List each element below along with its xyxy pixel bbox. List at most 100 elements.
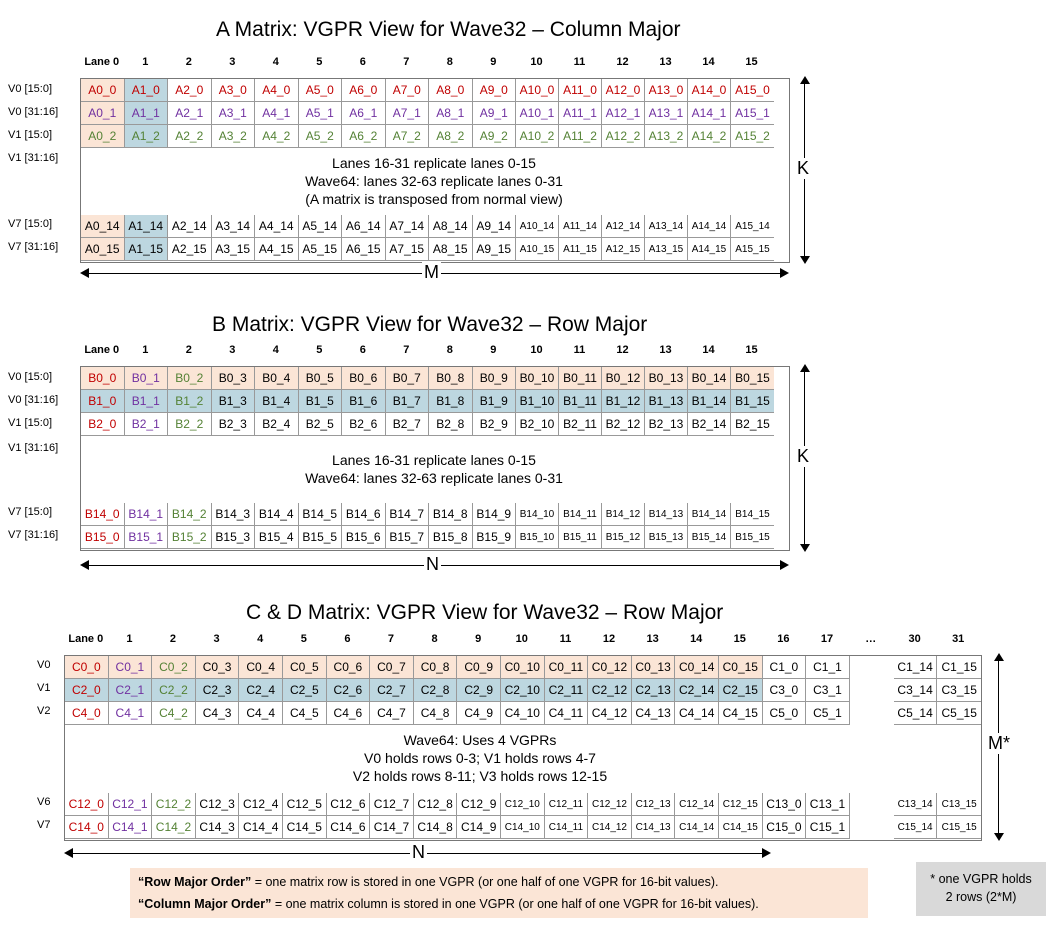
a-cell: A9_1 [472, 102, 516, 125]
b-cell: B2_1 [124, 413, 168, 436]
b-cell: B15_12 [602, 526, 645, 549]
a-cell: A3_14 [211, 215, 255, 238]
c-cell: C12_11 [544, 793, 589, 816]
b-row-label: V7 [15:0] [8, 506, 53, 518]
a-cell: A12_2 [602, 125, 645, 148]
b-cell: B1_2 [168, 390, 212, 413]
a-row-label: V7 [15:0] [8, 218, 53, 230]
c-cell: C4_7 [370, 702, 414, 725]
c-cell: C4_14 [675, 702, 719, 725]
legend-row-major: “Row Major Order” = one matrix row is st… [138, 871, 868, 893]
b-cell: B15_14 [688, 526, 731, 549]
a-cell: A7_0 [385, 79, 429, 102]
b-cell: B1_10 [516, 390, 559, 413]
a-cell: A9_0 [472, 79, 516, 102]
b-cell: B1_9 [472, 390, 516, 413]
c-lane-header: 10 [515, 633, 528, 645]
c-cell: C12_1 [108, 793, 153, 816]
c-lane-header: 6 [344, 633, 351, 645]
a-cell: A12_14 [602, 215, 645, 238]
c-cell: C4_5 [283, 702, 327, 725]
c-cell: C2_2 [152, 679, 196, 702]
c-lane-header: Lane 0 [68, 633, 104, 645]
legend-row-major-text: = one matrix row is stored in one VGPR (… [251, 875, 719, 889]
b-cell: B15_6 [342, 526, 386, 549]
c-cell: C4_0 [65, 702, 109, 725]
a-row-label: V0 [15:0] [8, 83, 53, 95]
a-lane-header: 6 [359, 56, 366, 68]
c-cell: C14_10 [501, 816, 545, 839]
b-cell: B0_8 [429, 367, 473, 390]
a-cell: A5_14 [298, 215, 342, 238]
c-cell: C14_15 [719, 816, 763, 839]
c-cell: C12_2 [152, 793, 196, 816]
c-cell: C2_3 [195, 679, 240, 702]
c-lane-header: 15 [733, 633, 746, 645]
a-cell: A5_0 [298, 79, 342, 102]
c-cell: C14_14 [675, 816, 719, 839]
c-cell: C14_9 [457, 816, 501, 839]
matrix-a-k-arrow-up-head [800, 76, 810, 84]
b-cell: B2_4 [255, 413, 299, 436]
c-cell: C14_4 [239, 816, 283, 839]
b-cell: B14_6 [342, 503, 386, 526]
b-cell: B2_13 [645, 413, 688, 436]
a-cell: A6_15 [342, 238, 386, 261]
a-lane-header: 9 [490, 56, 497, 68]
legend-column-major-term: “Column Major Order” [138, 897, 272, 911]
a-cell: A2_15 [168, 238, 212, 261]
c-cell: C12_9 [457, 793, 501, 816]
b-cell: B0_14 [688, 367, 731, 390]
b-cell: B15_2 [168, 526, 212, 549]
b-cell: B14_1 [124, 503, 168, 526]
b-cell: B0_12 [602, 367, 645, 390]
a-cell: A14_15 [688, 238, 731, 261]
c-cell: C2_0 [65, 679, 109, 702]
matrix-c-n-arrow-left-head [64, 848, 73, 858]
a-cell: A6_14 [342, 215, 386, 238]
b-cell: B14_10 [516, 503, 559, 526]
c-cell: C4_4 [239, 702, 283, 725]
b-cell: B14_4 [255, 503, 299, 526]
a-cell: A6_1 [342, 102, 386, 125]
b-cell: B14_12 [602, 503, 645, 526]
b-cell: B1_7 [385, 390, 429, 413]
legend-column-major-text: = one matrix column is stored in one VGP… [271, 897, 759, 911]
c-cell: C1_0 [762, 656, 807, 679]
b-row-label: V7 [31:16] [8, 529, 59, 541]
c-cell: C12_15 [719, 793, 763, 816]
a-cell: A15_15 [731, 238, 774, 261]
a-cell: A9_14 [472, 215, 516, 238]
c-cell: C13_14 [893, 793, 938, 816]
c-lane-header: … [865, 633, 877, 645]
c-cell: C0_2 [152, 656, 196, 679]
a-lane-header: 5 [316, 56, 323, 68]
a-cell: A11_14 [559, 215, 602, 238]
a-cell: A11_15 [559, 238, 602, 261]
c-cell: C5_0 [762, 702, 807, 725]
a-lane-header: 14 [702, 56, 715, 68]
a-cell: A13_2 [645, 125, 688, 148]
b-cell: B2_6 [342, 413, 386, 436]
b-lane-header: 6 [359, 344, 366, 356]
b-cell: B1_5 [298, 390, 342, 413]
b-cell: B0_9 [472, 367, 516, 390]
c-lane-header: 17 [820, 633, 834, 645]
order-legend: “Row Major Order” = one matrix row is st… [130, 868, 868, 918]
c-cell: C2_15 [719, 679, 763, 702]
b-cell: B1_0 [81, 390, 125, 413]
matrix-b-k-arrow-down-head [800, 544, 810, 552]
c-lane-header: 9 [475, 633, 482, 645]
a-cell: A5_2 [298, 125, 342, 148]
b-cell: B15_4 [255, 526, 299, 549]
c-row-label: V0 [37, 659, 51, 671]
matrix-c-m-arrow-down-head [994, 833, 1004, 841]
c-lane-header: 30 [908, 633, 921, 645]
matrix-a-title: A Matrix: VGPR View for Wave32 – Column … [216, 18, 681, 41]
a-cell: A8_15 [429, 238, 473, 261]
b-lane-header: 5 [316, 344, 323, 356]
c-cell: C2_5 [283, 679, 327, 702]
a-cell: A14_2 [688, 125, 731, 148]
matrix-c-note: Wave64: Uses 4 VGPRs V0 holds rows 0-3; … [64, 731, 896, 785]
a-cell: A15_14 [731, 215, 774, 238]
